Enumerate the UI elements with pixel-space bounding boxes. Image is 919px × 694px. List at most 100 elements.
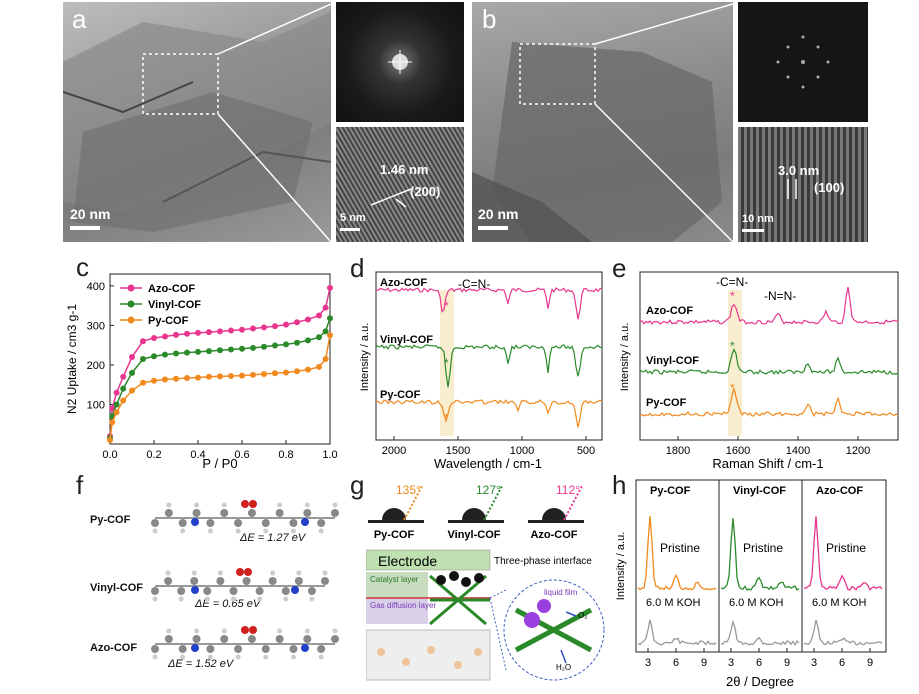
chart-c-point (261, 324, 267, 331)
contact-angle-line (483, 485, 503, 521)
chart-d-series-line (375, 287, 603, 320)
chart-c-point (228, 346, 234, 353)
atom-carbon (317, 519, 326, 527)
chart-d-ylabel: Intensity / a.u. (359, 323, 371, 391)
atom-carbon (294, 577, 303, 585)
atom-carbon (289, 519, 298, 527)
chart-c-point (184, 374, 190, 381)
chart-c-point (120, 373, 127, 380)
chart-h-koh-line (720, 619, 800, 647)
atom-carbon (177, 587, 186, 595)
chart-d-series-label: Azo-COF (380, 277, 427, 289)
chart-c-point (206, 373, 212, 380)
atom-carbon (268, 577, 277, 585)
chart-c-isotherm: 0.0 0.2 0.4 0.6 0.8 1.0 100 200 300 400 Azo-COF Vi… (65, 273, 338, 471)
atom-hydrogen (277, 502, 283, 508)
chart-h-pristine-line (720, 518, 800, 591)
atom-carbon (234, 645, 243, 653)
scale-bar-a-main (70, 226, 100, 230)
atom-hydrogen (152, 596, 158, 602)
atom-hydrogen (221, 502, 227, 508)
chart-c-point (162, 333, 168, 340)
molecule-name-azo: Azo-COF (90, 642, 138, 654)
chart-c-point (305, 366, 311, 373)
molecule-energy-azo: ΔE = 1.52 eV (168, 658, 234, 670)
atom-carbon (275, 635, 284, 643)
contact-angle-line (563, 485, 583, 521)
atom-hydrogen (166, 502, 172, 508)
chart-c-point (283, 321, 289, 328)
gas-diffusion-layer (366, 598, 428, 624)
atom-hydrogen (257, 596, 263, 602)
chart-c-ytick-label: 100 (87, 399, 105, 411)
atom-hydrogen (309, 596, 315, 602)
chart-h-xtick-label: 3 (645, 657, 651, 669)
atom-nitrogen (191, 644, 199, 652)
chart-d-series-line (375, 399, 603, 428)
atom-hydrogen (290, 654, 296, 660)
chart-h-subpanel-title: Azo-COF (816, 485, 863, 497)
contact-angle-sample: Vinyl-COF (448, 529, 501, 541)
atom-hydrogen (263, 528, 269, 534)
chart-h-xtick-label: 9 (784, 657, 790, 669)
atom-nitrogen (301, 518, 309, 526)
chart-h-pristine-line (637, 516, 717, 591)
atom-carbon (192, 635, 201, 643)
chart-e-xlabel: Raman Shift / cm-1 (712, 456, 823, 471)
atom-oxygen (249, 500, 257, 508)
hrtem-image-a (336, 127, 464, 242)
atom-carbon (307, 587, 316, 595)
chart-c-point (228, 373, 234, 379)
chart-h-xtick-label: 6 (673, 657, 679, 669)
chart-c-point (217, 328, 223, 335)
atom-hydrogen (152, 528, 158, 534)
atom-carbon (255, 587, 264, 595)
substrate (528, 520, 584, 523)
chart-h-koh-label: 6.0 M KOH (646, 597, 700, 609)
chart-c-xtick-label: 0.0 (102, 449, 117, 461)
o2-label: O₂ (578, 611, 587, 620)
chart-c-legend-label: Azo-COF (148, 283, 195, 295)
chart-c-point (129, 387, 135, 394)
atom-carbon (164, 577, 173, 585)
chart-e-series-label: Vinyl-COF (646, 355, 699, 367)
chart-h-ylabel: Intensity / a.u. (615, 532, 627, 600)
chart-c-point (113, 409, 120, 416)
chart-c-point (305, 337, 311, 344)
chart-e-asterisk: * (730, 289, 735, 303)
scale-bar-b-main (478, 226, 508, 230)
atom-carbon (151, 519, 159, 527)
chart-h-koh-label: 6.0 M KOH (729, 597, 783, 609)
panel-label-b: b (482, 4, 497, 34)
chart-e-xtick-label: 1600 (726, 445, 750, 457)
hrtem-image-b (738, 127, 868, 242)
atom-hydrogen (217, 570, 223, 576)
atom-hydrogen (230, 596, 236, 602)
atom-carbon (331, 509, 339, 517)
chart-c-point (327, 332, 333, 339)
chart-c-point (250, 344, 256, 351)
chart-c-point (140, 356, 146, 362)
water-droplet (382, 508, 406, 520)
atom-hydrogen (235, 528, 241, 534)
atom-carbon (289, 645, 298, 653)
atom-carbon (216, 577, 225, 585)
chart-c-point (195, 348, 201, 355)
substrate (448, 520, 504, 523)
atom-hydrogen (178, 596, 184, 602)
chart-c-point (173, 331, 179, 338)
molecule-energy-py: ΔE = 1.27 eV (240, 532, 306, 544)
chart-c-xtick-label: 0.8 (278, 449, 293, 461)
chart-c-ytick-label: 300 (87, 320, 105, 332)
chart-d-annotation: -C=N- (458, 277, 490, 291)
chart-c-point (206, 348, 212, 355)
atom-carbon (234, 519, 243, 527)
chart-c-point (316, 334, 322, 341)
atom-nitrogen (191, 586, 199, 594)
chart-c-point (283, 369, 289, 376)
chart-h-xtick-label: 6 (756, 657, 762, 669)
scale-label-b-inset: 10 nm (742, 213, 774, 225)
chart-c-point (250, 325, 256, 332)
fft-image-b (738, 2, 868, 122)
chart-h-subpanel-title: Py-COF (650, 485, 691, 497)
